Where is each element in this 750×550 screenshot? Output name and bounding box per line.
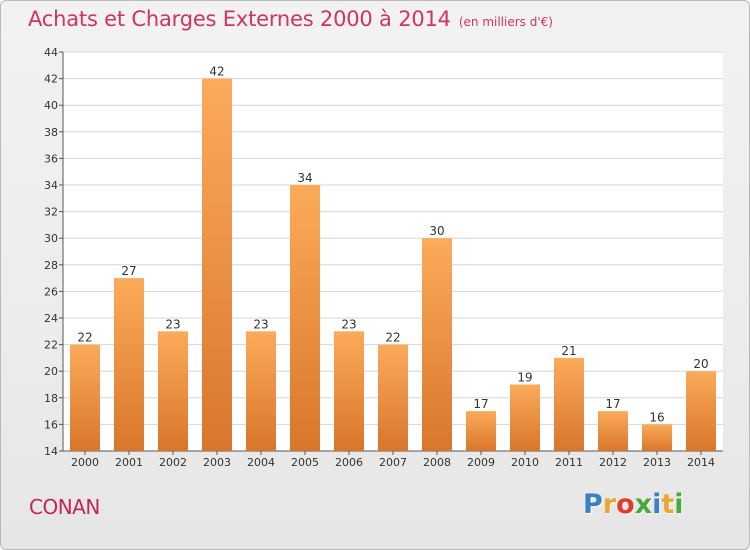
bar: [334, 331, 364, 451]
y-tick-label: 14: [44, 445, 58, 458]
bar: [246, 331, 276, 451]
x-tick-label: 2011: [555, 456, 583, 469]
x-tick-label: 2000: [71, 456, 99, 469]
y-tick-label: 34: [44, 179, 58, 192]
logo-letter: i: [674, 489, 684, 520]
x-tick-label: 2004: [247, 456, 275, 469]
bar: [466, 411, 496, 451]
bar: [114, 278, 144, 451]
x-tick-label: 2005: [291, 456, 319, 469]
logo-letter: P: [583, 489, 603, 520]
y-tick-label: 18: [44, 392, 58, 405]
bar-value-label: 23: [341, 317, 356, 331]
logo-letter: i: [652, 489, 662, 520]
y-tick-label: 24: [44, 312, 58, 325]
bar-value-label: 19: [517, 371, 532, 385]
x-tick-label: 2013: [643, 456, 671, 469]
logo-letter: x: [634, 489, 653, 520]
x-tick-label: 2001: [115, 456, 143, 469]
y-tick-label: 16: [44, 418, 58, 431]
bar-value-label: 17: [605, 397, 620, 411]
bar: [642, 424, 672, 451]
town-name: CONAN: [29, 495, 100, 519]
logo-letter: o: [616, 489, 635, 520]
y-tick-label: 20: [44, 365, 58, 378]
x-tick-label: 2003: [203, 456, 231, 469]
bar-value-label: 16: [649, 410, 664, 424]
logo-letter: t: [661, 489, 675, 520]
bar-value-label: 17: [473, 397, 488, 411]
bar: [378, 344, 408, 451]
chart-title-text: Achats et Charges Externes 2000 à 2014: [28, 7, 451, 31]
y-tick-label: 44: [44, 46, 58, 59]
x-tick-label: 2008: [423, 456, 451, 469]
bar-chart: 14 16 18 20 22 24 26 28 30 32 34 36 38 40 42 44 22 2000 27…: [44, 46, 723, 469]
logo-letter: r: [602, 489, 617, 520]
chart-unit: (en milliers d'€): [458, 15, 553, 29]
bar-value-label: 23: [165, 317, 180, 331]
proxiti-logo: Proxiti: [583, 489, 684, 520]
x-tick-label: 2009: [467, 456, 495, 469]
bar: [510, 384, 540, 451]
bar: [598, 411, 628, 451]
bar-value-label: 42: [209, 65, 224, 79]
y-tick-label: 28: [44, 259, 58, 272]
y-tick-label: 26: [44, 285, 58, 298]
y-tick-label: 36: [44, 152, 58, 165]
bar-value-label: 22: [77, 331, 92, 345]
bar: [70, 344, 100, 451]
bar-value-label: 20: [693, 357, 708, 371]
x-tick-label: 2002: [159, 456, 187, 469]
bar: [290, 185, 320, 451]
bar: [686, 371, 716, 451]
bar-value-label: 30: [429, 224, 444, 238]
bar-value-label: 22: [385, 331, 400, 345]
y-tick-label: 42: [44, 73, 58, 86]
x-tick-label: 2014: [687, 456, 715, 469]
y-tick-label: 38: [44, 126, 58, 139]
x-tick-label: 2010: [511, 456, 539, 469]
x-tick-label: 2007: [379, 456, 407, 469]
y-tick-label: 40: [44, 99, 58, 112]
bar-value-label: 34: [297, 171, 312, 185]
bar: [554, 357, 584, 451]
bar-value-label: 23: [253, 317, 268, 331]
x-tick-label: 2012: [599, 456, 627, 469]
y-tick-label: 30: [44, 232, 58, 245]
bar-value-label: 21: [561, 344, 576, 358]
y-tick-label: 22: [44, 339, 58, 352]
bar: [158, 331, 188, 451]
bar: [422, 238, 452, 451]
chart-title: Achats et Charges Externes 2000 à 2014 (e…: [28, 7, 553, 31]
bar: [202, 78, 232, 451]
y-tick-label: 32: [44, 206, 58, 219]
bar-value-label: 27: [121, 264, 136, 278]
x-tick-label: 2006: [335, 456, 363, 469]
